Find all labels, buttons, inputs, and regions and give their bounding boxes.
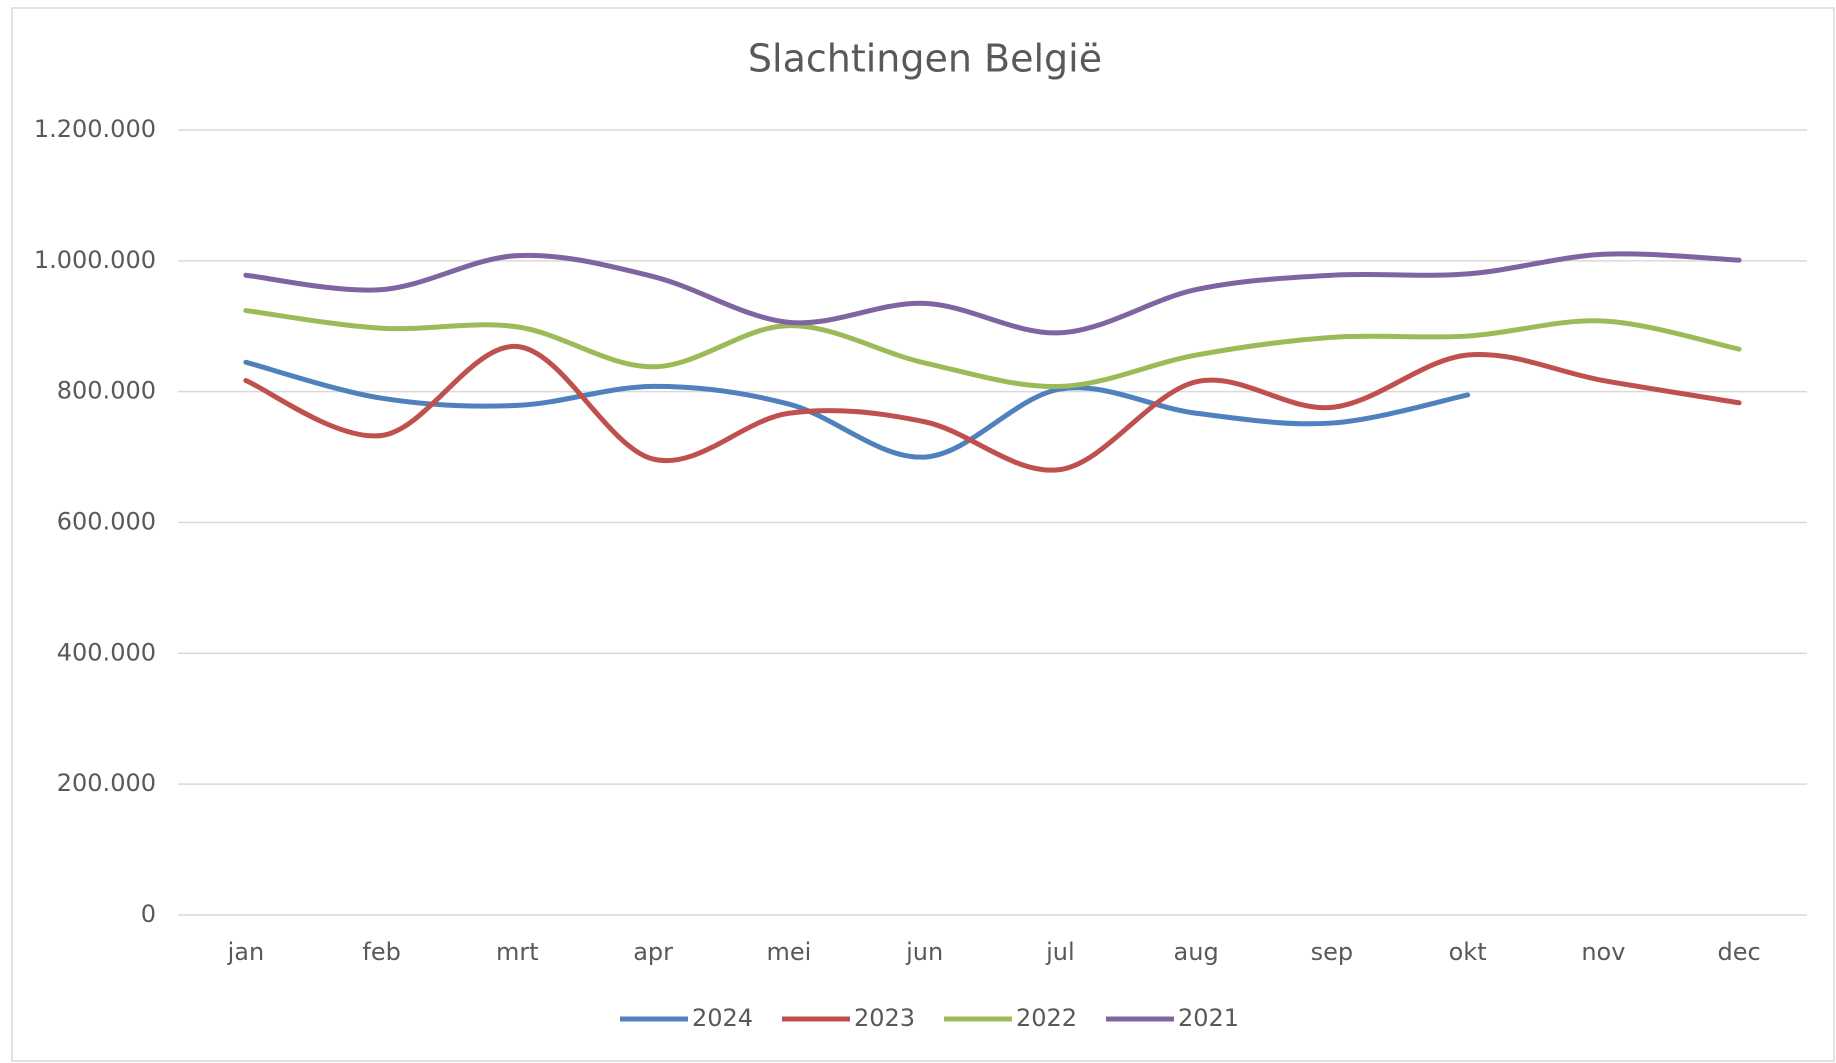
y-tick-label: 400.000 xyxy=(57,638,156,666)
y-tick-label: 600.000 xyxy=(57,508,156,536)
x-tick-label: okt xyxy=(1449,938,1487,966)
x-tick-label: apr xyxy=(633,938,673,966)
series-line xyxy=(243,359,1471,460)
chart-title: Slachtingen België xyxy=(748,37,1102,81)
legend-label: 2022 xyxy=(1016,1004,1077,1032)
x-tick-label: dec xyxy=(1718,938,1761,966)
x-tick-label: mrt xyxy=(496,938,539,966)
series-line xyxy=(243,251,1742,336)
chart-frame xyxy=(11,7,1835,1062)
legend-label: 2021 xyxy=(1178,1004,1239,1032)
x-tick-label: jun xyxy=(905,938,943,966)
y-tick-label: 0 xyxy=(141,900,156,928)
y-tick-label: 1.000.000 xyxy=(34,246,156,274)
x-tick-label: sep xyxy=(1311,938,1354,966)
x-tick-label: jan xyxy=(227,938,265,966)
x-tick-label: jul xyxy=(1045,938,1075,966)
series-line xyxy=(243,344,1742,473)
x-tick-label: mei xyxy=(766,938,811,966)
legend-label: 2023 xyxy=(854,1004,915,1032)
x-tick-label: feb xyxy=(362,938,400,966)
y-tick-label: 200.000 xyxy=(57,769,156,797)
y-tick-label: 800.000 xyxy=(57,377,156,405)
series-line xyxy=(243,308,1742,389)
x-tick-label: nov xyxy=(1581,938,1625,966)
legend-label: 2024 xyxy=(692,1004,753,1032)
y-tick-label: 1.200.000 xyxy=(34,115,156,143)
x-tick-label: aug xyxy=(1174,938,1219,966)
